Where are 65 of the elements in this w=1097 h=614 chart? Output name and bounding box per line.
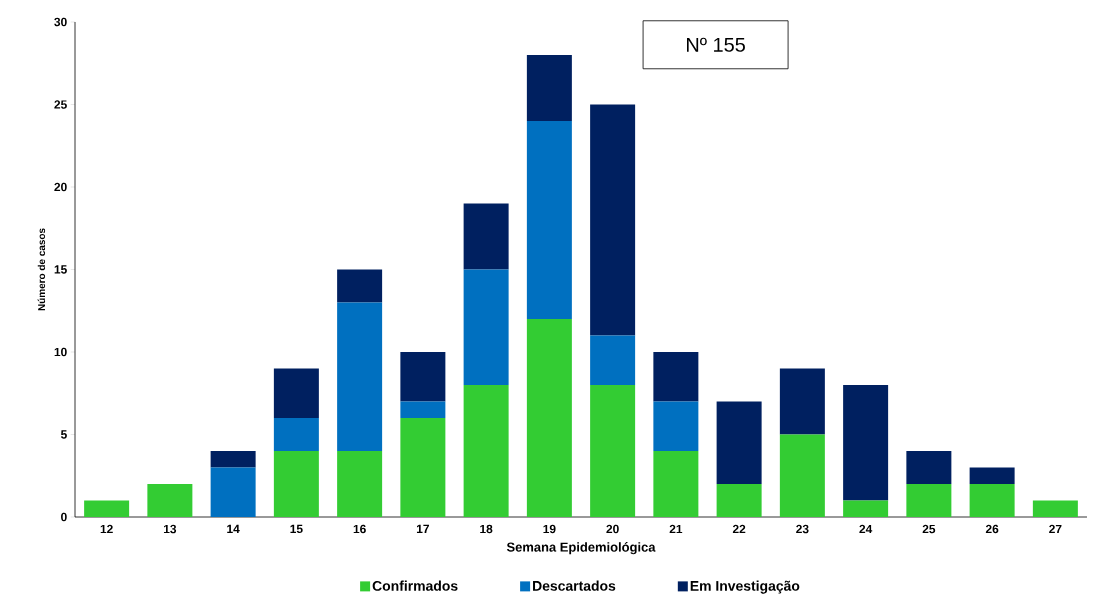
bar [273, 368, 319, 418]
bar [653, 401, 699, 451]
bar [400, 418, 446, 517]
bar [400, 401, 446, 418]
bar [590, 104, 636, 336]
x-tick-label: 19 [543, 524, 556, 534]
bar [906, 451, 952, 484]
bar [526, 319, 572, 517]
x-tick-label: 27 [1049, 524, 1062, 534]
x-tick-label: 18 [480, 524, 493, 534]
annotation: Nº 155 [687, 37, 745, 52]
legend-label: Confirmados [372, 580, 458, 591]
bar [463, 385, 509, 517]
bar [590, 335, 636, 385]
bar [843, 500, 889, 517]
x-tick-label: 23 [796, 524, 809, 534]
y-tick-label: 5 [60, 430, 67, 439]
x-tick-label: 26 [985, 524, 999, 534]
x-tick-label: 22 [732, 524, 746, 534]
bar [716, 401, 762, 484]
x-tick-label: 21 [669, 524, 683, 534]
y-axis-title: Número de casos [37, 228, 46, 311]
x-tick-label: 14 [227, 524, 240, 533]
bar [400, 352, 446, 402]
bar [843, 385, 889, 501]
bar [1032, 500, 1078, 517]
bar [463, 203, 509, 270]
legend-label: Descartados [533, 580, 616, 591]
x-tick-label: 16 [353, 524, 366, 534]
bar [653, 352, 699, 402]
bar [590, 385, 636, 517]
bar [273, 418, 319, 451]
bar [337, 451, 383, 517]
x-axis-title: Semana Epidemiológica [506, 542, 656, 555]
y-tick-label: 20 [54, 182, 67, 192]
bar [969, 467, 1015, 484]
x-tick-label: 15 [290, 524, 303, 534]
x-tick-label: 12 [100, 524, 113, 534]
bar [337, 269, 383, 303]
y-tick-label: 10 [54, 347, 67, 357]
bar [210, 467, 256, 517]
x-tick-label: 25 [922, 524, 936, 534]
bar [779, 368, 825, 435]
bar [210, 451, 256, 468]
x-tick-label: 13 [163, 524, 177, 534]
y-tick-label: 15 [54, 265, 67, 274]
bar [273, 451, 319, 517]
y-tick-label: 0 [61, 512, 67, 522]
y-tick-label: 25 [54, 100, 67, 109]
bar [779, 434, 825, 517]
bar [526, 121, 572, 319]
bar [463, 269, 509, 385]
bar [716, 484, 762, 517]
bar [969, 484, 1015, 517]
bar [337, 302, 383, 451]
bar [906, 484, 952, 517]
x-tick-label: 20 [606, 524, 619, 534]
x-tick-label: 24 [859, 524, 873, 534]
y-tick-label: 30 [54, 17, 67, 27]
x-tick-label: 17 [416, 524, 429, 533]
bar [84, 500, 130, 517]
legend-label: Em Investigação [690, 580, 800, 594]
bar [147, 484, 193, 517]
bar [653, 451, 699, 517]
bar [526, 55, 572, 121]
